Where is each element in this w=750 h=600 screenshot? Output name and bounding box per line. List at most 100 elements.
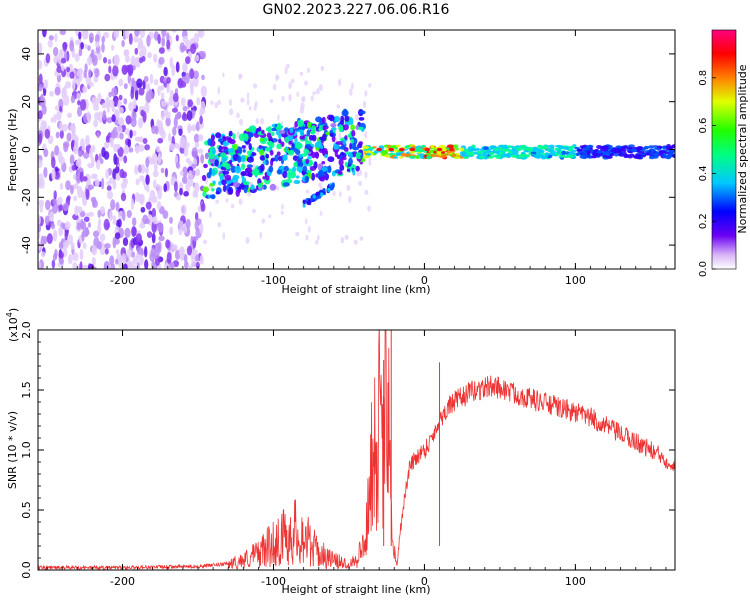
heatmap-noise-cell xyxy=(123,49,129,57)
heatmap-noise-cell xyxy=(53,55,59,64)
heatmap-signal-cell xyxy=(266,132,271,139)
heatmap-band-cell xyxy=(532,146,538,151)
heatmap-band-cell xyxy=(366,152,372,156)
heatmap-faint-cell xyxy=(299,71,304,76)
heatmap-signal-cell xyxy=(341,109,349,117)
heatmap-signal-cell xyxy=(352,169,356,176)
heatmap-signal-cell xyxy=(262,160,267,165)
heatmap-faint-cell xyxy=(348,195,352,203)
heatmap-noise-cell xyxy=(120,182,127,190)
heatmap-band-cell xyxy=(388,152,396,156)
heatmap-noise-cell xyxy=(53,114,57,124)
heatmap-signal-cell xyxy=(297,161,304,168)
heatmap-noise-cell xyxy=(159,85,165,91)
heatmap-noise-cell xyxy=(128,147,134,153)
heatmap-band-cell xyxy=(446,150,452,154)
heatmap-signal-cell xyxy=(298,154,303,158)
heatmap-streak-cell xyxy=(302,203,306,208)
heatmap-noise-cell xyxy=(38,173,44,183)
heatmap-band-cell xyxy=(362,145,370,150)
heatmap-signal-cell xyxy=(287,149,295,156)
heatmap-signal-cell xyxy=(274,154,279,162)
heatmap-noise-cell xyxy=(99,206,106,215)
heatmap-noise-cell xyxy=(153,249,160,260)
heatmap-noise-cell xyxy=(176,194,181,201)
heatmap-noise-cell xyxy=(109,210,113,222)
heatmap-signal-cell xyxy=(284,146,288,154)
snr-frame xyxy=(37,329,676,571)
heatmap-noise-cell xyxy=(103,57,107,64)
heatmap-noise-cell xyxy=(194,142,200,148)
heatmap-noise-cell xyxy=(183,191,190,197)
heatmap-noise-cell xyxy=(115,166,120,174)
heatmap-noise-cell xyxy=(189,264,193,269)
heatmap-noise-cell xyxy=(181,204,187,216)
heatmap-faint-cell xyxy=(231,203,235,209)
colorbar-frame xyxy=(711,29,737,270)
heatmap-noise-cell xyxy=(38,159,43,169)
heatmap-noise-cell xyxy=(193,32,200,44)
heatmap-noise-cell xyxy=(196,97,201,106)
heatmap-signal-cell xyxy=(268,165,274,173)
snr-xtick-label: 100 xyxy=(565,575,586,588)
heatmap-signal-cell xyxy=(270,157,276,162)
heatmap-band-cell xyxy=(617,153,624,156)
heatmap-signal-cell xyxy=(234,165,242,174)
heatmap-faint-cell xyxy=(253,83,258,89)
heatmap-band-cell xyxy=(414,155,420,160)
heatmap-noise-cell xyxy=(174,181,178,193)
heatmap-noise-cell xyxy=(44,128,50,139)
heatmap-noise-cell xyxy=(130,55,136,67)
heatmap-noise-cell xyxy=(81,231,85,242)
heatmap-signal-cell xyxy=(262,137,268,142)
heatmap-noise-cell xyxy=(38,110,43,120)
heatmap-signal-cell xyxy=(277,122,282,129)
spectrogram-xtick-label: -100 xyxy=(261,274,286,287)
snr-ytick-label: 1.0 xyxy=(20,441,33,459)
heatmap-noise-cell xyxy=(88,263,95,269)
heatmap-band-cell xyxy=(470,148,477,151)
heatmap-noise-cell xyxy=(123,146,130,155)
heatmap-noise-cell xyxy=(157,137,164,144)
heatmap-noise-cell xyxy=(109,255,115,266)
heatmap-noise-cell xyxy=(163,183,167,193)
heatmap-band-cell xyxy=(365,150,373,154)
heatmap-noise-cell xyxy=(48,35,54,41)
heatmap-noise-cell xyxy=(115,249,120,255)
heatmap-signal-cell xyxy=(222,135,226,142)
heatmap-noise-cell xyxy=(91,144,96,153)
heatmap-signal-cell xyxy=(278,134,282,139)
heatmap-noise-cell xyxy=(181,113,188,122)
heatmap-noise-cell xyxy=(95,41,100,48)
heatmap-faint-cell xyxy=(307,225,311,233)
heatmap-faint-cell xyxy=(336,104,341,109)
heatmap-signal-cell xyxy=(311,172,316,181)
heatmap-band-cell xyxy=(388,145,396,148)
heatmap-noise-cell xyxy=(40,119,46,132)
heatmap-noise-cell xyxy=(139,193,145,206)
heatmap-faint-cell xyxy=(252,208,256,214)
heatmap-signal-cell xyxy=(327,165,332,173)
heatmap-noise-cell xyxy=(115,201,120,212)
heatmap-noise-cell xyxy=(120,192,127,202)
heatmap-noise-cell xyxy=(115,172,121,181)
heatmap-noise-cell xyxy=(168,132,172,143)
heatmap-noise-cell xyxy=(108,65,112,74)
heatmap-noise-cell xyxy=(165,239,171,249)
heatmap-noise-cell xyxy=(183,253,188,263)
heatmap-noise-cell xyxy=(51,168,56,181)
heatmap-noise-cell xyxy=(171,64,176,77)
snr-series-line xyxy=(38,330,675,570)
heatmap-noise-cell xyxy=(195,261,200,269)
heatmap-noise-cell xyxy=(195,254,200,262)
heatmap-noise-cell xyxy=(187,99,193,108)
heatmap-signal-cell xyxy=(206,172,212,179)
heatmap-signal-cell xyxy=(337,170,343,175)
heatmap-peak-cell xyxy=(409,147,416,152)
heatmap-band-cell xyxy=(384,154,391,158)
heatmap-noise-cell xyxy=(181,75,187,82)
heatmap-band-cell xyxy=(672,154,675,158)
heatmap-signal-cell xyxy=(293,179,301,185)
heatmap-faint-cell xyxy=(305,234,309,241)
heatmap-signal-cell xyxy=(348,157,353,166)
